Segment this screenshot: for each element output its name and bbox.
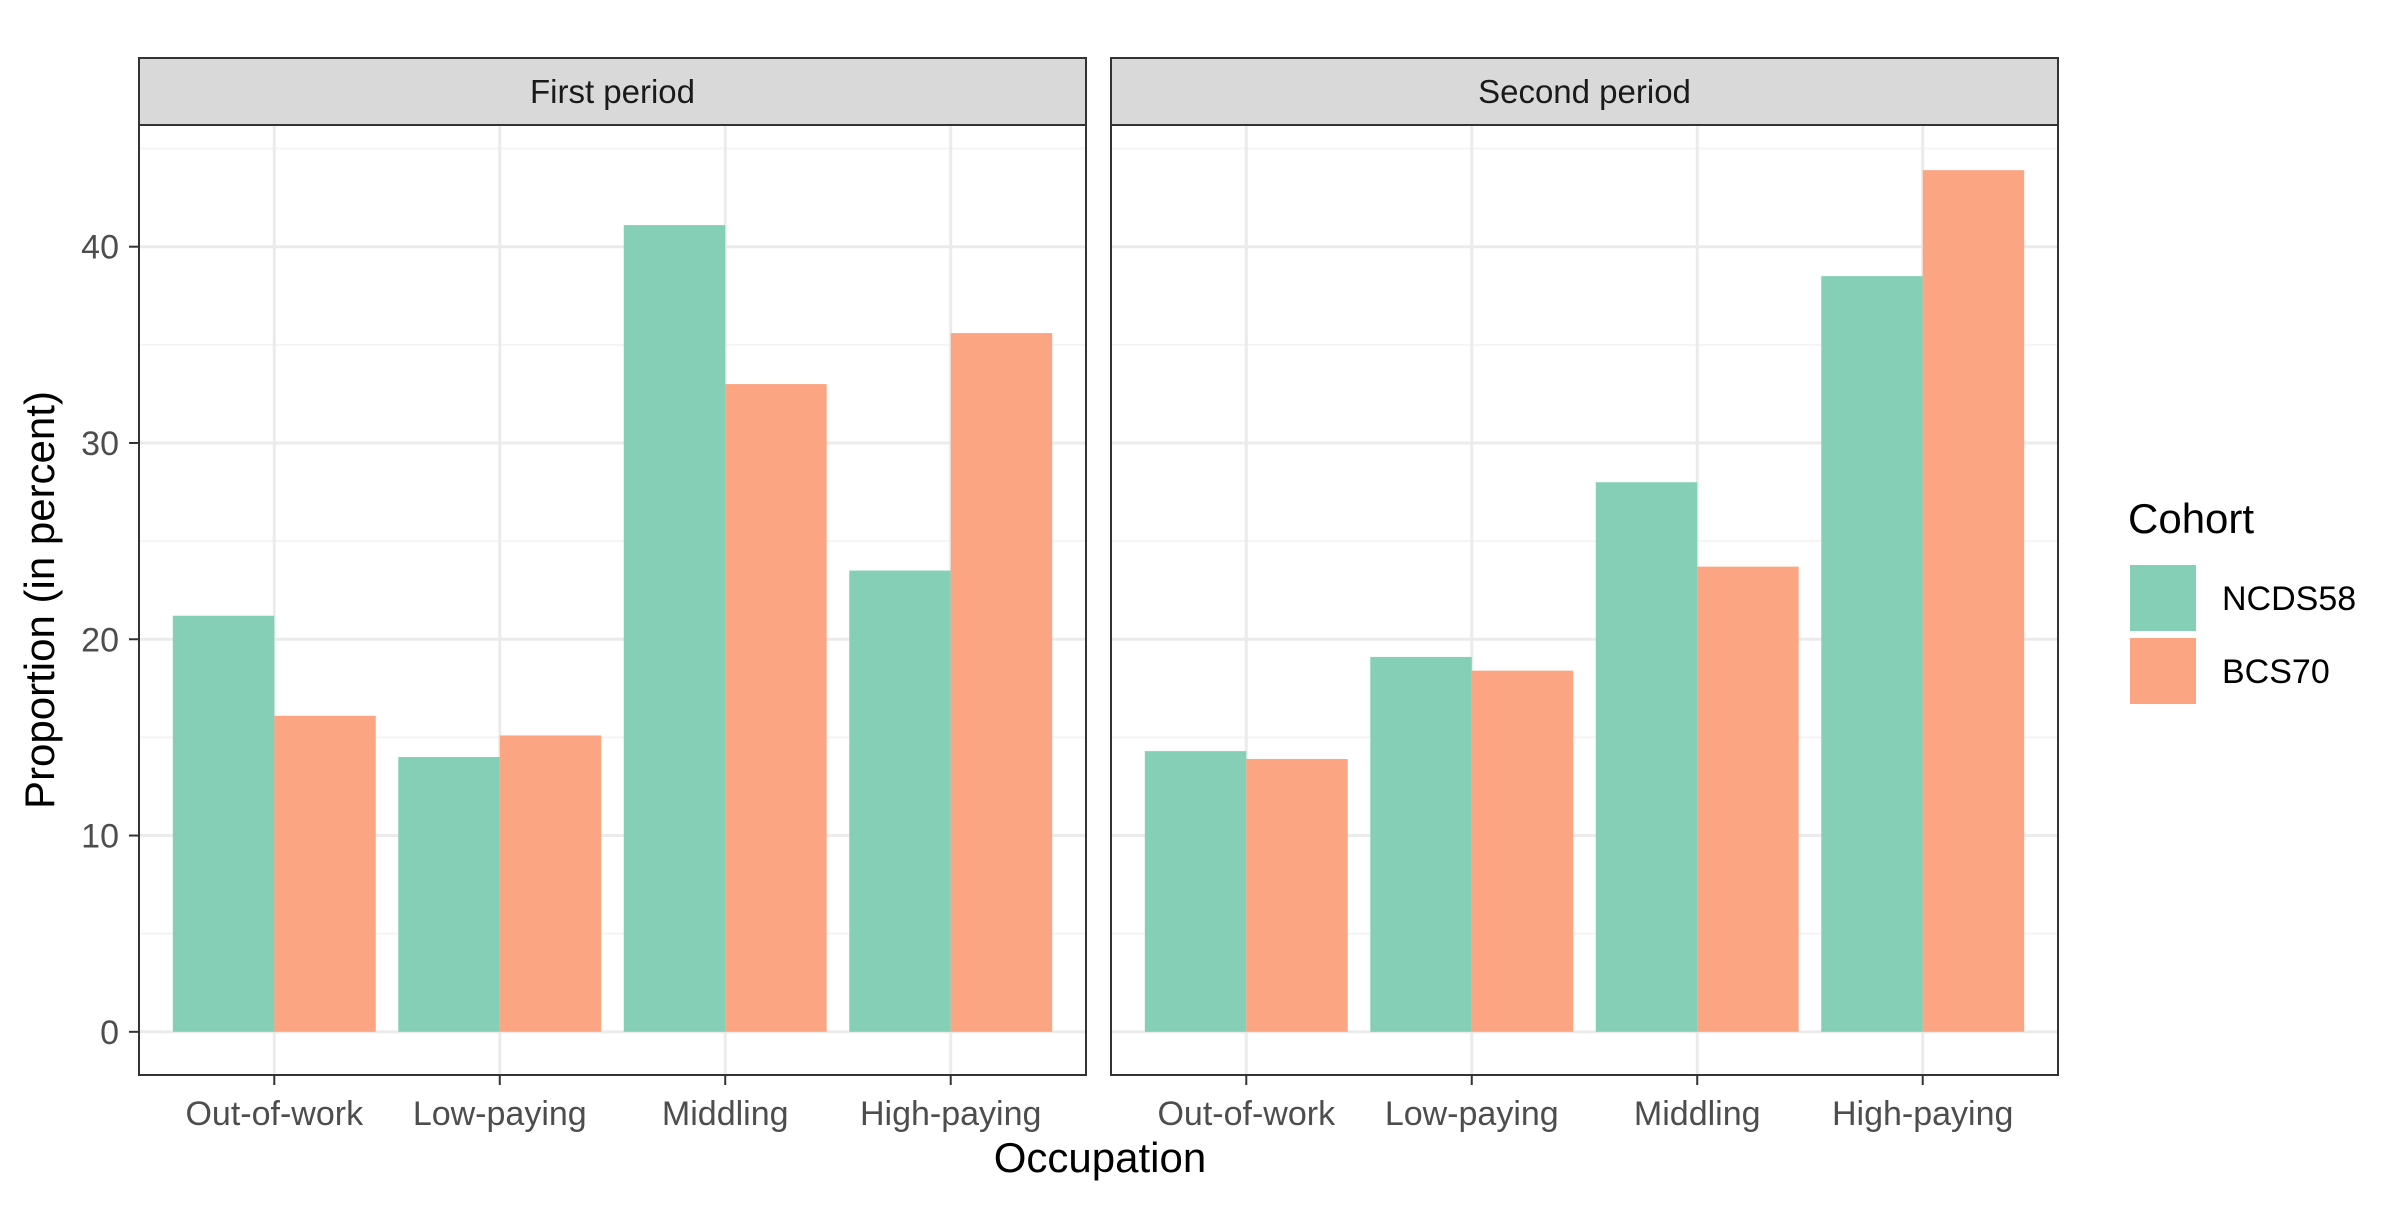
legend-label-ncds58: NCDS58 (2222, 580, 2356, 618)
bar-first-period-ncds58-middling (623, 225, 726, 1032)
legend-key-ncds58 (2130, 565, 2196, 631)
bar-first-period-bcs70-high-paying (950, 333, 1053, 1032)
legend-label-bcs70: BCS70 (2222, 653, 2330, 691)
bar-first-period-bcs70-middling (725, 384, 827, 1032)
x-tick-label-middling: Middling (662, 1095, 789, 1133)
bar-second-period-bcs70-middling (1697, 566, 1799, 1032)
bar-second-period-bcs70-out-of-work (1246, 758, 1348, 1032)
bar-second-period-bcs70-high-paying (1922, 170, 2025, 1032)
panels: First period Out-of-work Low-paying Middlin… (81, 57, 2059, 1133)
bar-first-period-bcs70-low-paying (499, 735, 602, 1032)
bar-first-period-ncds58-out-of-work (172, 615, 275, 1032)
y-tick-label-10: 10 (81, 818, 119, 856)
x-tick-label-out-of-work: Out-of-work (1157, 1095, 1336, 1133)
bar-first-period-ncds58-low-paying (398, 757, 500, 1032)
panel-second-period: Second period Out-of-work Low-paying Middli… (1110, 57, 2059, 1133)
legend: Cohort NCDS58 BCS70 (2128, 495, 2356, 704)
y-tick-label-40: 40 (81, 229, 119, 267)
x-tick-label-high-paying: High-paying (860, 1095, 1041, 1133)
y-tick-label-0: 0 (100, 1014, 119, 1052)
x-tick-label-middling: Middling (1634, 1095, 1761, 1133)
x-tick-label-out-of-work: Out-of-work (185, 1095, 364, 1133)
y-tick-label-20: 20 (81, 621, 119, 659)
x-tick-label-low-paying: Low-paying (413, 1095, 587, 1133)
bar-second-period-ncds58-low-paying (1370, 656, 1472, 1032)
facet-strip (138, 57, 1087, 126)
facet-title-second-period: Second period (1478, 73, 1691, 110)
x-axis-title: Occupation (994, 1134, 1206, 1181)
legend-title: Cohort (2128, 495, 2254, 542)
legend-key-bcs70 (2130, 638, 2196, 704)
y-axis-title: Proportion (in percent) (16, 391, 63, 809)
bar-second-period-ncds58-middling (1595, 482, 1698, 1032)
facet-title-first-period: First period (530, 73, 695, 110)
y-tick-label-30: 30 (81, 425, 119, 463)
bar-first-period-bcs70-out-of-work (274, 715, 376, 1032)
panel-first-period: First period Out-of-work Low-paying Middlin… (81, 57, 1087, 1133)
x-tick-label-high-paying: High-paying (1832, 1095, 2013, 1133)
facet-strip (1110, 57, 2059, 126)
x-tick-label-low-paying: Low-paying (1385, 1095, 1559, 1133)
bar-second-period-ncds58-out-of-work (1144, 751, 1247, 1032)
bar-first-period-ncds58-high-paying (849, 570, 951, 1032)
bar-second-period-ncds58-high-paying (1821, 276, 1923, 1032)
bar-second-period-bcs70-low-paying (1471, 670, 1574, 1032)
